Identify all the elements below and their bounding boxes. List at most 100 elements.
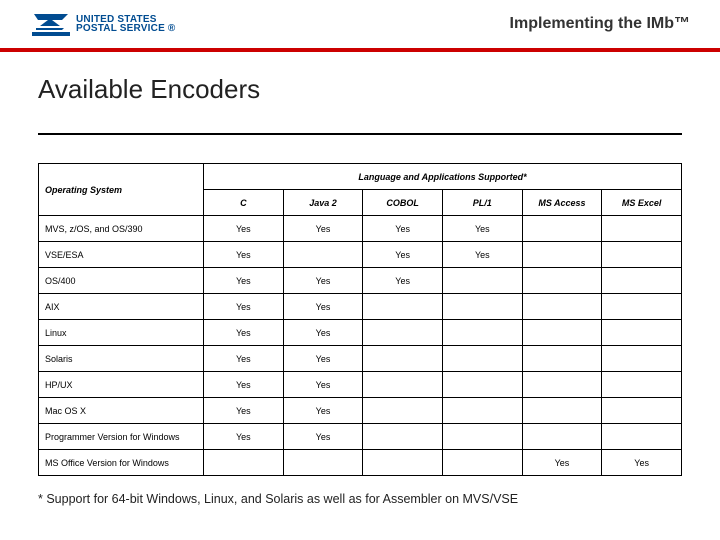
cell: [522, 242, 602, 268]
cell: Yes: [283, 268, 363, 294]
cell: [602, 320, 682, 346]
cell: Yes: [204, 216, 284, 242]
table-header-row-1: Operating System Language and Applicatio…: [39, 164, 682, 190]
cell: Yes: [442, 242, 522, 268]
cell: Yes: [442, 216, 522, 242]
os-cell: Linux: [39, 320, 204, 346]
cell: [442, 372, 522, 398]
cell: [363, 346, 443, 372]
encoders-table: Operating System Language and Applicatio…: [38, 163, 682, 476]
content: Available Encoders Operating System Lang…: [0, 52, 720, 516]
header: UNITED STATES POSTAL SERVICE ® Implement…: [0, 0, 720, 48]
cell: [283, 242, 363, 268]
cell: [602, 216, 682, 242]
col-header: Java 2: [283, 190, 363, 216]
cell: [522, 424, 602, 450]
cell: Yes: [283, 320, 363, 346]
page-title: Available Encoders: [38, 74, 682, 111]
cell: Yes: [283, 346, 363, 372]
header-title: Implementing the IMb™: [510, 15, 690, 33]
footnote: * Support for 64-bit Windows, Linux, and…: [38, 492, 682, 506]
col-header: MS Excel: [602, 190, 682, 216]
os-cell: Programmer Version for Windows: [39, 424, 204, 450]
logo-text: UNITED STATES POSTAL SERVICE ®: [76, 15, 175, 33]
col-header: MS Access: [522, 190, 602, 216]
cell: [522, 268, 602, 294]
table-body: MVS, z/OS, and OS/390 Yes Yes Yes Yes VS…: [39, 216, 682, 476]
cell: [602, 398, 682, 424]
cell: Yes: [363, 242, 443, 268]
cell: [522, 372, 602, 398]
os-cell: VSE/ESA: [39, 242, 204, 268]
col-header: COBOL: [363, 190, 443, 216]
table-row: Solaris Yes Yes: [39, 346, 682, 372]
os-header: Operating System: [39, 164, 204, 216]
table-row: Mac OS X Yes Yes: [39, 398, 682, 424]
os-cell: AIX: [39, 294, 204, 320]
cell: Yes: [283, 398, 363, 424]
cell: [602, 346, 682, 372]
cell: [602, 268, 682, 294]
cell: [602, 372, 682, 398]
os-cell: HP/UX: [39, 372, 204, 398]
cell: Yes: [363, 216, 443, 242]
cell: [522, 320, 602, 346]
cell: [363, 424, 443, 450]
logo-line2: POSTAL SERVICE ®: [76, 24, 175, 33]
cell: [363, 450, 443, 476]
table-row: VSE/ESA Yes Yes Yes: [39, 242, 682, 268]
usps-eagle-icon: [30, 10, 72, 38]
os-cell: Mac OS X: [39, 398, 204, 424]
cell: Yes: [204, 398, 284, 424]
cell: Yes: [204, 346, 284, 372]
title-underline: [38, 133, 682, 135]
cell: Yes: [204, 268, 284, 294]
cell: [442, 398, 522, 424]
table-row: Linux Yes Yes: [39, 320, 682, 346]
cell: [602, 242, 682, 268]
table-row: AIX Yes Yes: [39, 294, 682, 320]
cell: Yes: [283, 372, 363, 398]
cell: [602, 424, 682, 450]
table-row: Programmer Version for Windows Yes Yes: [39, 424, 682, 450]
os-cell: Solaris: [39, 346, 204, 372]
cell: Yes: [204, 372, 284, 398]
table-row: OS/400 Yes Yes Yes: [39, 268, 682, 294]
table-row: HP/UX Yes Yes: [39, 372, 682, 398]
cell: Yes: [204, 320, 284, 346]
col-header: C: [204, 190, 284, 216]
cell: [442, 346, 522, 372]
cell: [522, 294, 602, 320]
cell: [363, 398, 443, 424]
col-header: PL/1: [442, 190, 522, 216]
cell: Yes: [283, 424, 363, 450]
cell: [442, 424, 522, 450]
cell: [442, 268, 522, 294]
cell: [363, 294, 443, 320]
cell: [363, 372, 443, 398]
cell: Yes: [204, 242, 284, 268]
cell: [204, 450, 284, 476]
logo-block: UNITED STATES POSTAL SERVICE ®: [30, 10, 175, 38]
cell: [602, 294, 682, 320]
table-row: MS Office Version for Windows Yes Yes: [39, 450, 682, 476]
cell: [522, 346, 602, 372]
cell: [442, 294, 522, 320]
spanning-header: Language and Applications Supported*: [204, 164, 682, 190]
cell: [363, 320, 443, 346]
cell: [442, 320, 522, 346]
cell: [522, 216, 602, 242]
cell: [522, 398, 602, 424]
cell: Yes: [283, 216, 363, 242]
os-cell: MVS, z/OS, and OS/390: [39, 216, 204, 242]
table-row: MVS, z/OS, and OS/390 Yes Yes Yes Yes: [39, 216, 682, 242]
cell: [283, 450, 363, 476]
cell: Yes: [283, 294, 363, 320]
cell: Yes: [204, 424, 284, 450]
os-cell: MS Office Version for Windows: [39, 450, 204, 476]
cell: Yes: [522, 450, 602, 476]
cell: Yes: [204, 294, 284, 320]
cell: Yes: [602, 450, 682, 476]
os-cell: OS/400: [39, 268, 204, 294]
cell: Yes: [363, 268, 443, 294]
